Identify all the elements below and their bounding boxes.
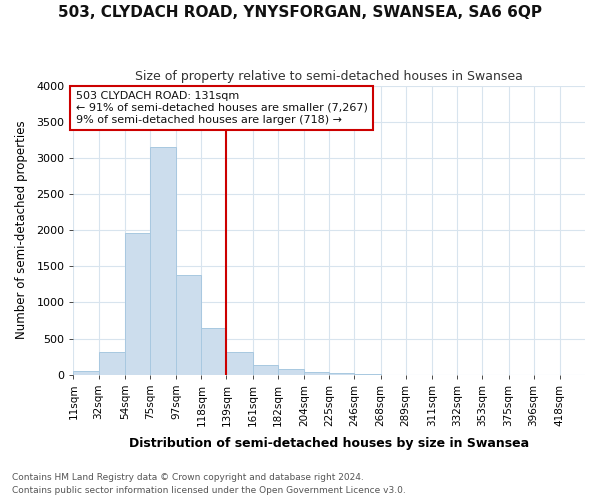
Bar [253,364,278,374]
Text: 503, CLYDACH ROAD, YNYSFORGAN, SWANSEA, SA6 6QP: 503, CLYDACH ROAD, YNYSFORGAN, SWANSEA, … [58,5,542,20]
Bar [226,352,253,374]
Text: 503 CLYDACH ROAD: 131sqm
← 91% of semi-detached houses are smaller (7,267)
9% of: 503 CLYDACH ROAD: 131sqm ← 91% of semi-d… [76,92,368,124]
Y-axis label: Number of semi-detached properties: Number of semi-detached properties [15,121,28,340]
Bar [73,371,98,374]
Bar [176,275,202,374]
Bar [150,147,176,374]
Title: Size of property relative to semi-detached houses in Swansea: Size of property relative to semi-detach… [136,70,523,83]
Bar [125,233,150,374]
Bar [278,369,304,374]
Bar [98,352,125,374]
Text: Contains HM Land Registry data © Crown copyright and database right 2024.
Contai: Contains HM Land Registry data © Crown c… [12,474,406,495]
Bar [202,328,226,374]
X-axis label: Distribution of semi-detached houses by size in Swansea: Distribution of semi-detached houses by … [129,437,529,450]
Bar [304,372,329,374]
